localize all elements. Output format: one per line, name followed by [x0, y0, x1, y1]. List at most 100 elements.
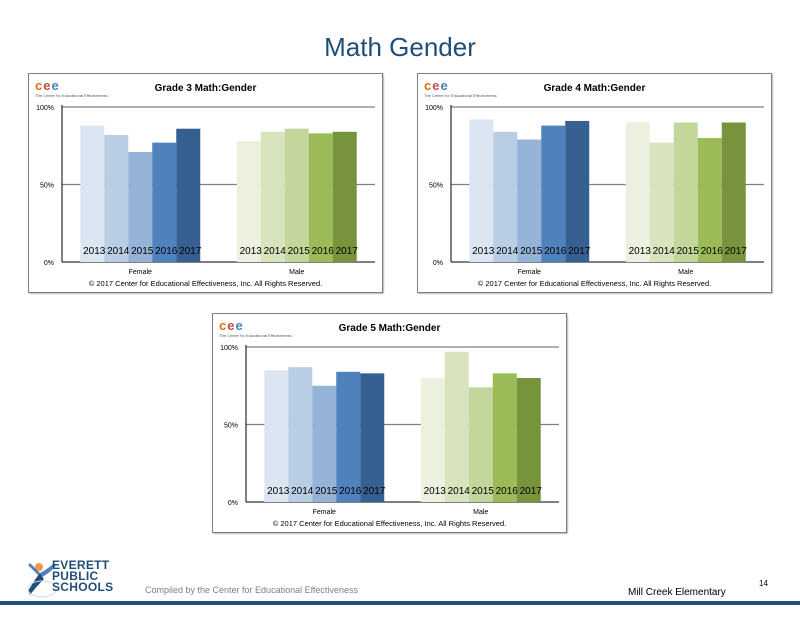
chart-card: cee The Center for Educational Effectiven… — [28, 73, 383, 293]
logo-tagline: The Center for Educational Effectiveness — [424, 93, 497, 98]
y-tick-label: 0% — [228, 500, 238, 507]
y-tick-label: 0% — [433, 260, 443, 267]
series-year-label: 2013 — [472, 246, 495, 257]
copyright: © 2017 Center for Educational Effectiven… — [88, 279, 323, 288]
bar — [420, 378, 445, 502]
bar — [312, 385, 337, 502]
chart-title: Grade 3 Math:Gender — [154, 83, 257, 94]
bar — [128, 151, 153, 262]
bar — [236, 141, 261, 262]
bar — [721, 122, 746, 262]
logo-letter: e — [432, 78, 441, 93]
school-name: Mill Creek Elementary — [628, 587, 726, 598]
series-year-label: 2013 — [424, 486, 447, 497]
chart-card: cee The Center for Educational Effectiven… — [212, 313, 567, 533]
bar — [625, 122, 650, 262]
series-year-label: 2014 — [107, 246, 130, 257]
cee-logo: cee The Center for Educational Effectiven… — [424, 78, 497, 100]
series-year-label: 2015 — [288, 246, 311, 257]
series-year-label: 2013 — [83, 246, 106, 257]
y-tick-label: 100% — [425, 105, 443, 112]
series-year-label: 2013 — [240, 246, 263, 257]
bar — [332, 131, 357, 262]
series-year-label: 2016 — [701, 246, 724, 257]
logo-letter: e — [227, 318, 236, 333]
series-year-label: 2015 — [677, 246, 700, 257]
bar — [468, 387, 493, 502]
series-year-label: 2016 — [496, 486, 519, 497]
series-year-label: 2013 — [629, 246, 652, 257]
bar — [152, 142, 177, 262]
logo-tagline: The Center for Educational Effectiveness — [35, 93, 108, 98]
series-year-label: 2014 — [653, 246, 676, 257]
series-year-label: 2014 — [264, 246, 287, 257]
series-year-label: 2014 — [496, 246, 519, 257]
series-year-label: 2015 — [520, 246, 543, 257]
category-label: Female — [313, 509, 336, 516]
bar — [260, 131, 285, 262]
page-number: 14 — [759, 579, 768, 588]
bar — [80, 125, 105, 262]
series-year-label: 2017 — [179, 246, 202, 257]
logo-letter: c — [35, 78, 44, 93]
bar — [673, 122, 698, 262]
series-year-label: 2016 — [155, 246, 178, 257]
cee-logo: cee The Center for Educational Effectiven… — [35, 78, 108, 100]
series-year-label: 2016 — [312, 246, 335, 257]
logo-letter: e — [235, 318, 244, 333]
series-year-label: 2014 — [448, 486, 471, 497]
category-label: Female — [129, 269, 152, 276]
y-tick-label: 50% — [224, 423, 238, 430]
chart-card: cee The Center for Educational Effectiven… — [417, 73, 772, 293]
bar — [104, 134, 129, 262]
series-year-label: 2015 — [472, 486, 495, 497]
logo-letter: c — [424, 78, 433, 93]
category-label: Female — [518, 269, 541, 276]
y-tick-label: 0% — [44, 260, 54, 267]
y-tick-label: 100% — [36, 105, 54, 112]
cee-logo: cee The Center for Educational Effectiven… — [219, 318, 292, 340]
series-year-label: 2017 — [336, 246, 359, 257]
series-year-label: 2015 — [131, 246, 154, 257]
bar — [541, 125, 566, 262]
bar — [264, 370, 289, 502]
y-tick-label: 100% — [220, 345, 238, 352]
logo-letter: e — [440, 78, 449, 93]
copyright: © 2017 Center for Educational Effectiven… — [272, 519, 507, 528]
org-name: EVERETT PUBLIC SCHOOLS — [52, 558, 114, 594]
footer-divider — [0, 601, 800, 605]
series-year-label: 2017 — [568, 246, 591, 257]
bar — [284, 128, 309, 262]
series-year-label: 2016 — [339, 486, 362, 497]
bar — [176, 128, 201, 262]
bar — [517, 139, 542, 262]
category-label: Male — [289, 269, 304, 276]
everett-public-schools-logo — [27, 563, 57, 598]
copyright: © 2017 Center for Educational Effectiven… — [477, 279, 712, 288]
org-name-line: PUBLIC — [52, 569, 99, 583]
y-tick-label: 50% — [40, 183, 54, 190]
bar — [336, 371, 361, 502]
logo-tagline: The Center for Educational Effectiveness — [219, 333, 292, 338]
bar — [469, 119, 494, 263]
series-year-label: 2015 — [315, 486, 338, 497]
page-title: Math Gender — [324, 32, 476, 62]
org-name-line: EVERETT — [52, 558, 110, 572]
category-label: Male — [678, 269, 693, 276]
series-year-label: 2014 — [291, 486, 314, 497]
bar — [492, 373, 517, 502]
series-year-label: 2013 — [267, 486, 290, 497]
bar — [697, 138, 722, 262]
org-name-line: SCHOOLS — [52, 580, 114, 594]
bar — [308, 133, 333, 262]
bar — [288, 367, 313, 502]
bar — [493, 131, 518, 262]
series-year-label: 2016 — [544, 246, 567, 257]
y-tick-label: 50% — [429, 183, 443, 190]
series-year-label: 2017 — [725, 246, 748, 257]
compiled-by: Compiled by the Center for Educational E… — [145, 585, 358, 595]
bar — [516, 378, 541, 502]
chart-title: Grade 4 Math:Gender — [543, 83, 646, 94]
